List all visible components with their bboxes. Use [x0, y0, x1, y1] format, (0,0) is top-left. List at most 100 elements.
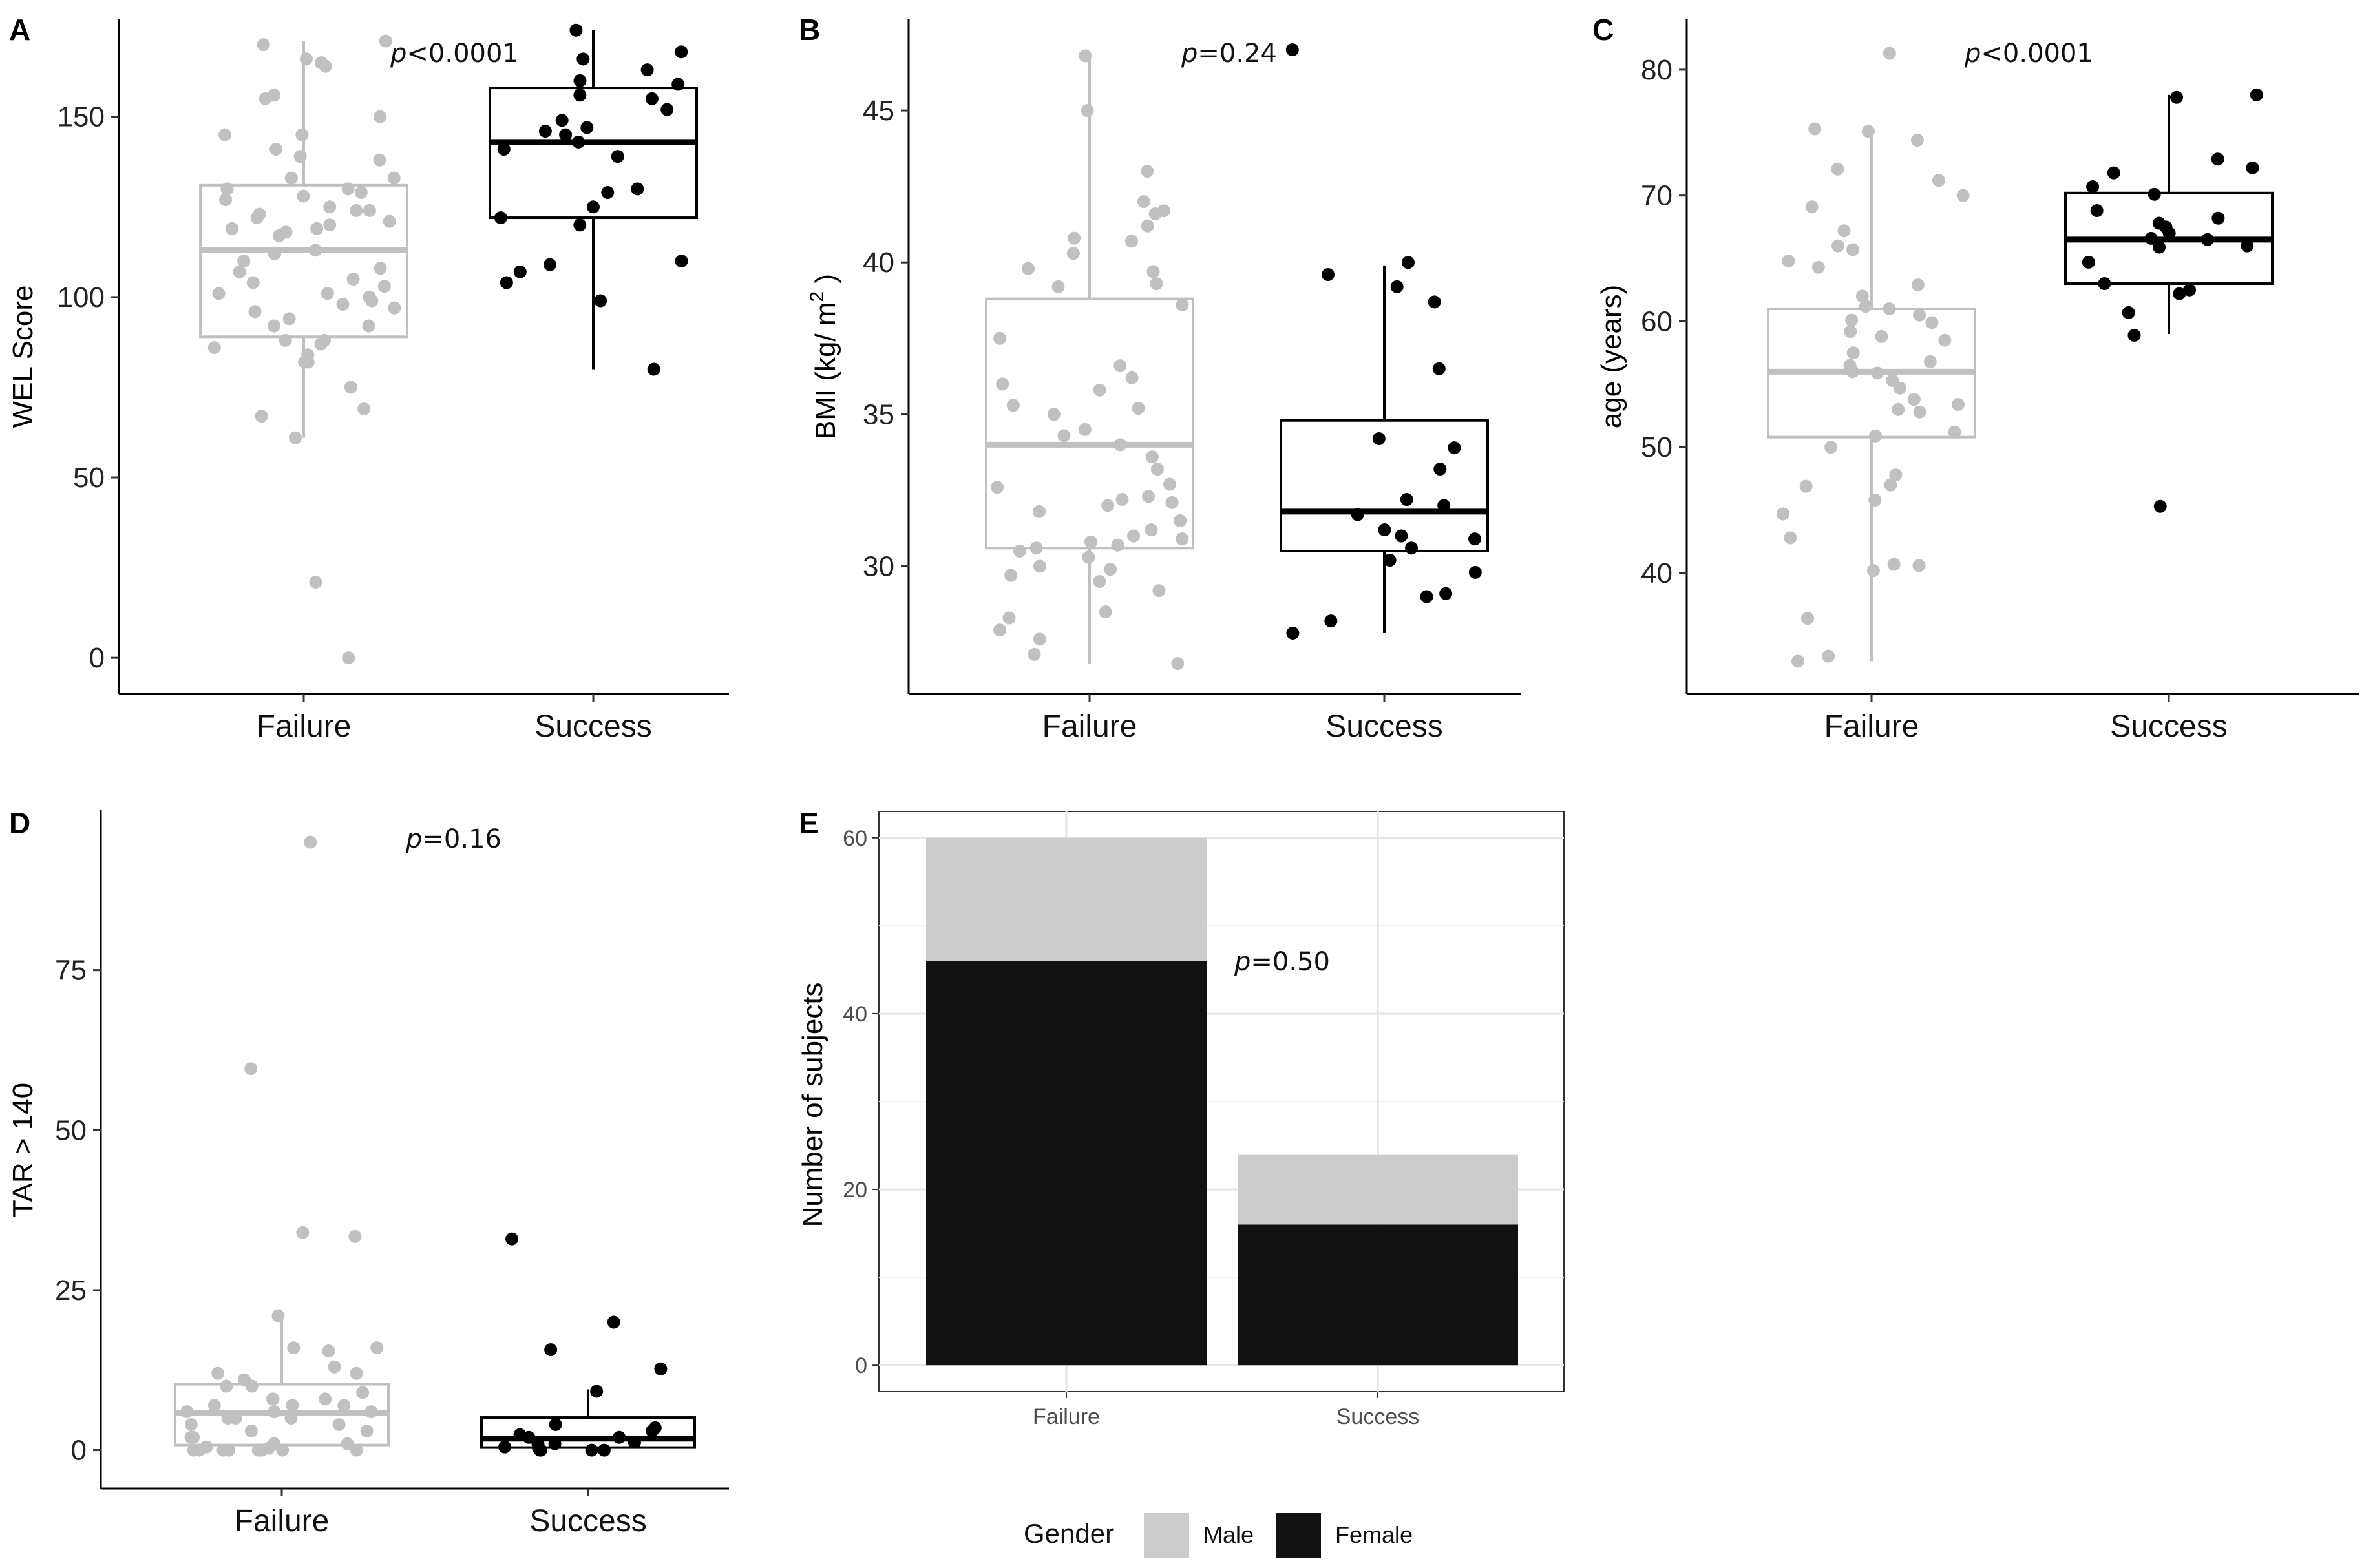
data-point-failure — [1006, 399, 1020, 412]
data-point-failure — [279, 333, 292, 347]
data-point-failure — [1892, 402, 1905, 416]
data-point-failure — [1831, 162, 1844, 176]
y-tick-label: 75 — [55, 955, 87, 987]
data-point-success — [1468, 532, 1482, 546]
data-point-failure — [1029, 541, 1043, 555]
data-point-failure — [379, 34, 392, 48]
data-point-failure — [1859, 300, 1872, 313]
data-point-success — [1405, 541, 1419, 555]
data-point-failure — [288, 431, 302, 444]
panel-a: A 0 50 100 150 Failure Success WEL Score p<0.000… — [7, 13, 729, 744]
data-point-success — [549, 1417, 562, 1431]
data-point-success — [2122, 306, 2135, 319]
data-point-failure — [1124, 235, 1138, 248]
data-point-failure — [341, 1437, 354, 1450]
data-point-failure — [1938, 333, 1952, 347]
data-point-success — [631, 182, 644, 196]
data-point-success — [647, 362, 660, 376]
data-point-failure — [1868, 429, 1882, 443]
data-point-failure — [268, 247, 281, 260]
x-tick-label-success: Success — [534, 709, 651, 744]
box-failure — [174, 1315, 390, 1450]
data-point-success — [2098, 277, 2111, 291]
data-point-failure — [310, 222, 324, 235]
data-point-failure — [1845, 313, 1859, 327]
x-tick-label-failure: Failure — [1824, 709, 1919, 744]
data-point-failure — [293, 150, 307, 163]
legend-swatch-male — [1144, 1513, 1189, 1558]
legend-label-male: Male — [1203, 1521, 1254, 1548]
data-point-failure — [218, 128, 232, 141]
data-point-failure — [350, 1443, 363, 1457]
data-point-failure — [1176, 532, 1189, 546]
data-point-failure — [1145, 450, 1159, 464]
data-point-success — [2211, 211, 2225, 225]
data-point-failure — [336, 298, 350, 311]
box-success — [1280, 265, 1489, 633]
y-tick-label: 100 — [58, 282, 105, 313]
x-tick-label-failure: Failure — [257, 709, 352, 744]
data-point-failure — [268, 89, 281, 102]
data-point-failure — [211, 1366, 225, 1380]
data-point-success — [1372, 432, 1386, 445]
data-point-success — [675, 45, 688, 59]
p-value-label: p=0.50 — [1234, 947, 1330, 977]
iqr-box — [985, 297, 1194, 550]
data-point-failure — [295, 128, 309, 141]
y-tick-label: 60 — [1641, 306, 1673, 337]
iqr-box — [480, 1416, 696, 1449]
data-point-failure — [1057, 429, 1071, 443]
panel-d: D 0 25 50 75 Failure Success TAR > 140 p=0.16 — [7, 806, 729, 1538]
data-point-success — [1395, 529, 1408, 543]
data-point-success — [594, 294, 607, 308]
panel-e: E 0 20 40 60 Failure Success Number of subjects… — [797, 806, 1565, 1429]
data-point-failure — [1801, 612, 1815, 625]
data-point-success — [2086, 180, 2100, 194]
data-point-failure — [346, 272, 360, 286]
panel-c: C 40 50 60 70 80 Failure Success age (years) p<0.… — [1592, 13, 2359, 744]
x-tick-label-failure: Failure — [235, 1504, 330, 1538]
data-point-failure — [1033, 505, 1046, 518]
box-success — [480, 1389, 696, 1450]
data-point-success — [497, 142, 511, 156]
data-point-success — [498, 1440, 512, 1454]
data-point-failure — [1174, 514, 1187, 527]
bar-female-success — [1238, 1224, 1518, 1366]
data-point-success — [2170, 90, 2184, 104]
data-point-failure — [1913, 308, 1926, 322]
data-point-success — [1286, 626, 1300, 640]
data-point-failure — [1837, 224, 1851, 238]
data-point-success — [2148, 187, 2161, 201]
data-point-failure — [220, 1379, 233, 1393]
data-point-failure — [373, 153, 386, 167]
data-point-failure — [1013, 544, 1026, 558]
data-point-success — [505, 1232, 519, 1246]
data-point-failure — [1002, 611, 1016, 625]
panel-label-a: A — [9, 13, 30, 47]
data-point-failure — [1066, 247, 1080, 260]
data-point-failure — [1875, 329, 1888, 343]
data-point-success — [654, 1362, 668, 1375]
data-point-failure — [350, 204, 363, 217]
data-point-success — [494, 211, 507, 225]
data-point-failure — [244, 1062, 258, 1076]
x-tick-label-success: Success — [1325, 709, 1442, 744]
data-point-failure — [1132, 401, 1145, 415]
data-point-failure — [284, 171, 298, 185]
data-point-success — [548, 1437, 562, 1450]
bar-male-failure — [926, 837, 1207, 961]
data-point-success — [1433, 463, 1447, 476]
data-point-failure — [1846, 346, 1860, 360]
data-point-failure — [1125, 371, 1139, 384]
data-point-failure — [284, 1412, 298, 1425]
data-point-success — [573, 218, 587, 232]
data-point-success — [590, 1385, 604, 1398]
y-tick-label: 40 — [1641, 558, 1673, 589]
data-point-failure — [1113, 438, 1127, 452]
data-point-success — [573, 74, 587, 87]
y-tick-label: 25 — [55, 1275, 87, 1306]
data-point-failure — [1150, 277, 1163, 291]
data-point-failure — [1784, 531, 1797, 545]
data-point-failure — [364, 1405, 378, 1419]
data-point-failure — [1791, 654, 1805, 668]
